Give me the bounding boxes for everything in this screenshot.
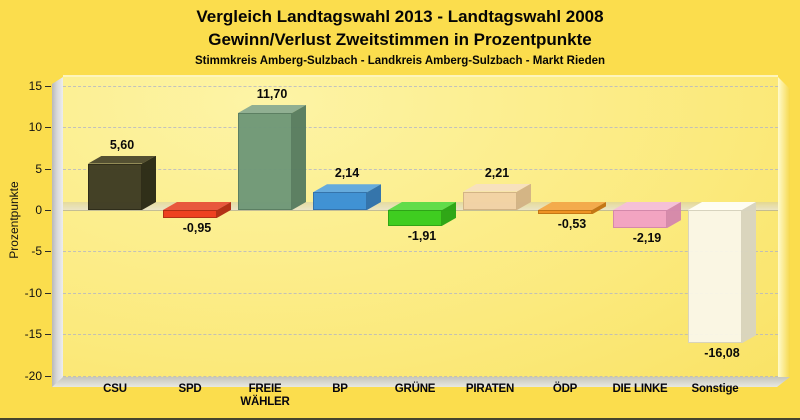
chart-subtitle: Gewinn/Verlust Zweitstimmen in Prozentpu… xyxy=(208,30,592,49)
category-label-BP: BP xyxy=(332,383,348,395)
y-axis-label: Prozentpunkte xyxy=(7,181,21,259)
gridline-5 xyxy=(63,168,778,170)
bar-side-face-BP xyxy=(367,184,381,210)
value-label-SPD: -0,95 xyxy=(182,220,212,235)
y-tick--10 xyxy=(45,292,51,294)
bar-side-face-DIE LINKE xyxy=(667,202,681,228)
category-label-CSU: CSU xyxy=(103,383,127,395)
gridline--20 xyxy=(63,375,778,377)
bar-side-face-FREIE WÄHLER xyxy=(292,105,306,210)
y-tick-label--5: -5 xyxy=(31,244,42,259)
plot-left-wall-3d xyxy=(52,77,63,387)
gridline-15 xyxy=(63,85,778,87)
bar-top-face-CSU xyxy=(88,156,156,164)
category-label-FREIE WÄHLER: FREIE WÄHLER xyxy=(240,383,290,408)
bar-ÖDP xyxy=(538,210,592,215)
bar-Sonstige xyxy=(688,210,742,344)
y-tick-label--10: -10 xyxy=(24,285,42,300)
plot-right-bevel-3d xyxy=(778,77,790,377)
y-tick-5 xyxy=(45,168,51,170)
gridline--10 xyxy=(63,292,778,294)
bar-top-face-SPD xyxy=(163,202,231,210)
category-label-Sonstige: Sonstige xyxy=(691,383,739,395)
bar-top-face-DIE LINKE xyxy=(613,202,681,210)
category-label-DIE LINKE: DIE LINKE xyxy=(612,383,668,395)
plot-top-bevel xyxy=(63,75,778,77)
value-label-CSU: 5,60 xyxy=(109,137,135,152)
category-label-GRÜNE: GRÜNE xyxy=(394,383,436,395)
y-tick-label-5: 5 xyxy=(35,161,42,176)
gridline--15 xyxy=(63,334,778,336)
y-tick-label-15: 15 xyxy=(28,78,42,93)
bar-side-face-CSU xyxy=(142,156,156,210)
bar-side-face-Sonstige xyxy=(742,202,756,343)
value-label-GRÜNE: -1,91 xyxy=(407,228,437,243)
y-tick-15 xyxy=(45,85,51,87)
image-bottom-border xyxy=(0,418,800,420)
y-tick--20 xyxy=(45,375,51,377)
plot-floor-3d xyxy=(52,377,790,387)
bar-top-face-ÖDP xyxy=(538,202,606,210)
value-label-FREIE WÄHLER: 11,70 xyxy=(256,87,288,101)
value-label-ÖDP: -0,53 xyxy=(557,217,587,232)
gridline-10 xyxy=(63,127,778,129)
bar-top-face-Sonstige xyxy=(688,202,756,210)
bar-PIRATEN xyxy=(463,191,517,210)
value-label-DIE LINKE: -2,19 xyxy=(632,231,662,246)
chart-title: Vergleich Landtagswahl 2013 - Landtagswa… xyxy=(196,7,604,26)
bar-top-face-PIRATEN xyxy=(463,184,531,192)
bar-FREIE WÄHLER xyxy=(238,113,292,210)
y-tick-label-0: 0 xyxy=(35,203,42,217)
y-tick-label-10: 10 xyxy=(28,120,42,135)
value-label-PIRATEN: 2,21 xyxy=(484,165,510,180)
y-tick-label--15: -15 xyxy=(24,327,42,342)
gridline--5 xyxy=(63,251,778,253)
bar-BP xyxy=(313,192,367,210)
chart-region-annotation: Stimmkreis Amberg-Sulzbach - Landkreis A… xyxy=(194,55,606,67)
y-tick-10 xyxy=(45,127,51,129)
bar-top-face-FREIE WÄHLER xyxy=(238,105,306,113)
bar-top-face-GRÜNE xyxy=(388,202,456,210)
value-label-BP: 2,14 xyxy=(334,166,360,181)
bar-CSU xyxy=(88,163,142,210)
bar-SPD xyxy=(163,210,217,218)
category-label-PIRATEN: PIRATEN xyxy=(465,383,515,395)
category-label-SPD: SPD xyxy=(178,383,202,395)
bar-GRÜNE xyxy=(388,210,442,226)
bar-top-face-BP xyxy=(313,184,381,192)
y-tick-label--20: -20 xyxy=(24,368,42,383)
y-tick--15 xyxy=(45,334,51,336)
bar-side-face-PIRATEN xyxy=(517,184,531,210)
y-tick-0 xyxy=(45,210,51,211)
bar-DIE LINKE xyxy=(613,210,667,229)
value-label-Sonstige: -16,08 xyxy=(704,346,740,361)
y-tick--5 xyxy=(45,251,51,253)
category-label-ÖDP: ÖDP xyxy=(552,383,578,395)
